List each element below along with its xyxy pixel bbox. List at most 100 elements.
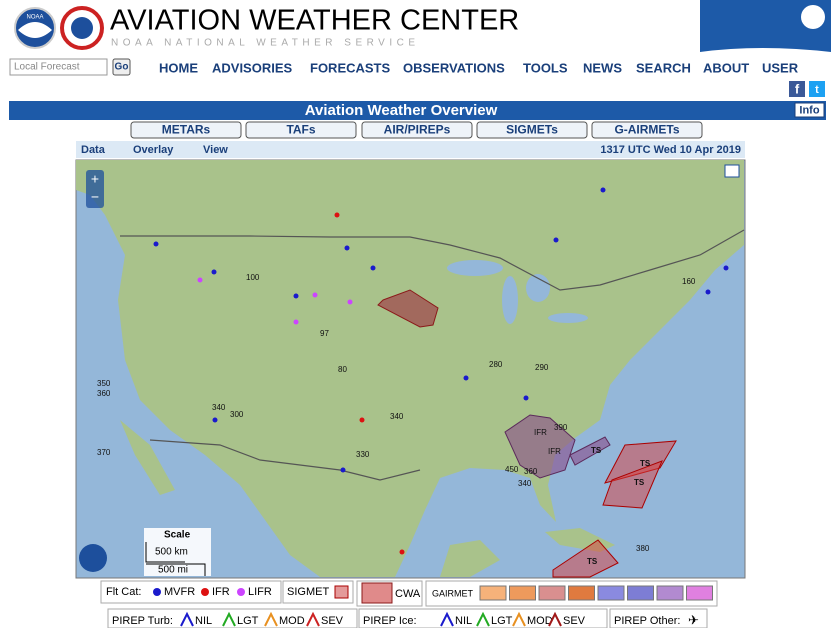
tab-button[interactable] [130,121,242,139]
tab-button[interactable] [591,121,703,139]
legend-swatch [568,585,595,601]
tab-label: SIGMETs [506,123,558,137]
map-toolbar [76,141,745,158]
legend-fltcat [100,580,282,604]
scale-bar [145,542,206,576]
legend-swatch [686,585,713,601]
legend-symbol [222,611,236,627]
info-button[interactable] [794,102,825,118]
search-input[interactable] [9,58,108,76]
cwa-area [569,436,611,466]
map-label: 340 [212,403,226,412]
station-dot [370,265,376,271]
tab-button[interactable] [361,121,473,139]
lake-erie [548,313,588,323]
map-label: 380 [636,544,650,553]
map-label: 340 [518,479,532,488]
nav-link[interactable]: NEWS [583,60,622,75]
station-dot [312,292,318,298]
map-label: IFR [548,447,561,456]
menu-view[interactable]: View [203,144,228,156]
zoom-control [86,170,104,208]
scale-km: 500 km [155,547,188,558]
map-label: 97 [320,329,329,338]
facebook-letter: f [795,81,800,96]
menu-data[interactable]: Data [81,144,106,156]
nav-link[interactable]: ABOUT [703,60,749,75]
station-dot [723,265,729,271]
map-label: 80 [338,365,347,374]
legend-symbol [180,611,194,627]
zoom-in[interactable]: + [91,171,99,187]
station-dot [153,241,159,247]
twitter-letter: t [815,84,819,96]
station-dot [344,245,350,251]
legend-turb [107,608,358,628]
tab-label: AIR/PIREPs [384,123,451,137]
scale-title: Scale [164,530,191,541]
legend-swatch [656,585,684,601]
site-title: AVIATION WEATHER CENTER [110,5,519,37]
legend-label: SEV [321,615,344,627]
map-label: TS [591,446,602,455]
lake-michigan [502,276,518,324]
tab-label: TAFs [286,123,315,137]
nav-link[interactable]: OBSERVATIONS [403,60,505,75]
nav-link[interactable]: ADVISORIES [212,60,293,75]
legend-label: NIL [455,615,472,627]
station-dot [293,293,299,299]
panel-title: Aviation Weather Overview [305,102,498,119]
twitter-icon[interactable] [809,81,825,97]
legend-label: LGT [491,615,513,627]
tab-button[interactable] [245,121,357,139]
legend-dot [237,588,245,596]
legend-swatch [538,585,566,601]
station-dot [553,237,559,243]
dept-logo [801,5,825,29]
map-label: 360 [97,389,111,398]
map-label: 100 [246,273,260,282]
map-noaa-logo [79,544,107,572]
timestamp: 1317 UTC Wed 10 Apr 2019 [600,144,741,156]
legend-swatch [479,585,507,601]
site-subtitle: NOAA NATIONAL WEATHER SERVICE [111,38,420,49]
legend-label: PIREP Turb: [112,615,173,627]
map-label: 330 [356,450,370,459]
legend-label: LGT [237,615,259,627]
tab-label: METARs [162,123,211,137]
sigmet-area [604,440,677,484]
station-dot [705,289,711,295]
map-label: 350 [97,379,111,388]
legend-label: MOD [527,615,553,627]
sigmet-area [602,460,663,509]
layer-switcher[interactable] [724,164,740,178]
noaa-logo-wave [18,22,52,38]
map-label: 390 [554,423,568,432]
search-placeholder: Local Forecast [14,62,80,73]
tab-button[interactable] [476,121,588,139]
lake-superior [447,260,503,276]
legend-label: Flt Cat: [106,586,141,598]
legend-label: LIFR [248,586,272,598]
legend-plane-icon: ✈ [688,612,699,627]
panel-title-bar [9,101,826,120]
scale-mi: 500 mi [158,565,188,576]
nav-link[interactable]: SEARCH [636,60,691,75]
menu-overlay[interactable]: Overlay [133,144,174,156]
legend-symbol [548,611,562,627]
map-label: 300 [230,410,244,419]
zoom-out[interactable]: − [91,189,99,205]
nav-link[interactable]: HOME [159,60,198,75]
facebook-icon[interactable] [789,81,805,97]
nav-link[interactable]: FORECASTS [310,60,391,75]
nav-link[interactable]: USER [762,60,799,75]
legend-label: MVFR [164,586,195,598]
station-dot [399,549,405,555]
border-canada [120,229,745,291]
legend-label: PIREP Ice: [363,615,417,627]
legend-symbol [476,611,490,627]
station-dot [293,319,299,325]
go-button[interactable] [112,58,131,76]
nav-link[interactable]: TOOLS [523,60,568,75]
map[interactable]: TSTSTSTSIFRIFR35036037034030033034039038… [75,159,746,579]
